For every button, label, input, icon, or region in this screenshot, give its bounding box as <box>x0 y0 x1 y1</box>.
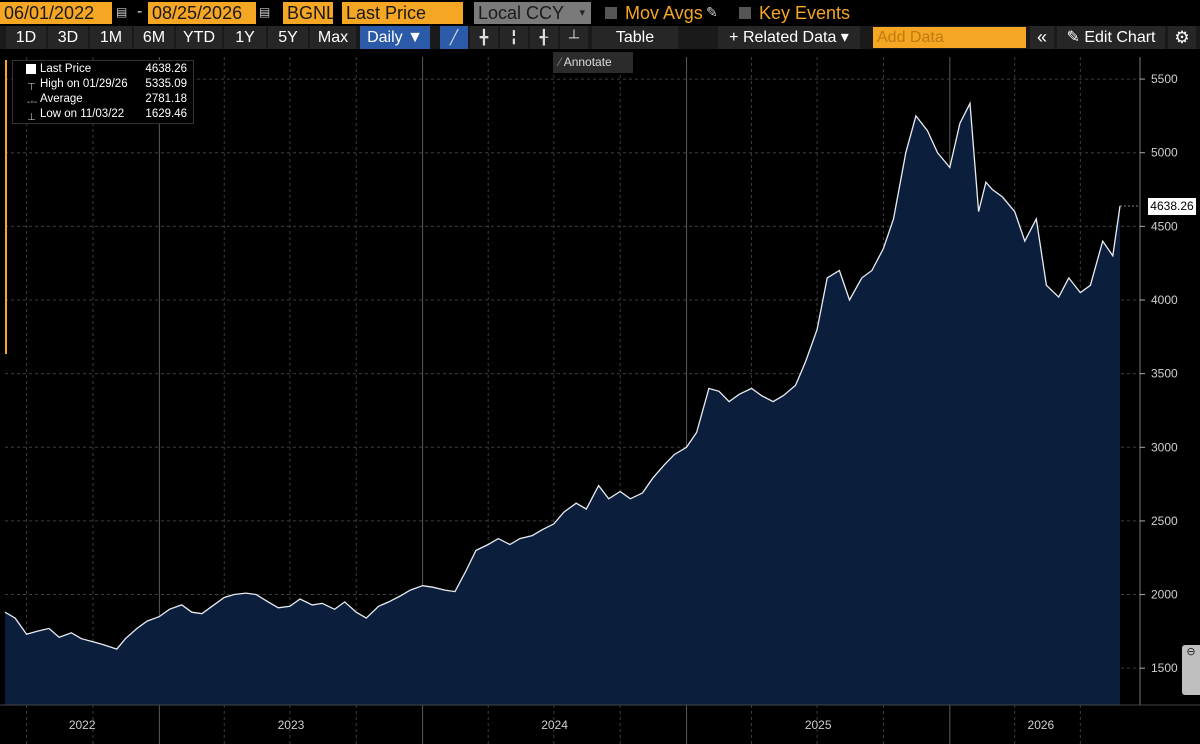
last-price-badge: 4638.26 <box>1148 198 1196 215</box>
currency-selector[interactable]: Local CCY ▾ <box>474 2 591 24</box>
x-tick-label: 2025 <box>805 718 832 732</box>
low-marker-icon: ⊥ <box>27 112 36 123</box>
frequency-dropdown[interactable]: Daily ▼ <box>360 26 430 49</box>
legend-last-price: Last Price 4638.26 <box>13 62 193 77</box>
pencil-icon: ✎ <box>1066 29 1080 46</box>
period-3d-button[interactable]: 3D <box>48 26 88 49</box>
y-tick-label: 5000 <box>1151 146 1178 160</box>
selection-marker <box>5 60 7 354</box>
y-tick-label: 3500 <box>1151 367 1178 381</box>
period-5y-button[interactable]: 5Y <box>268 26 308 49</box>
y-tick-label: 4500 <box>1151 219 1178 233</box>
line-chart-icon[interactable]: ╱ <box>440 26 468 49</box>
period-1m-button[interactable]: 1M <box>90 26 132 49</box>
mov-avgs-checkbox[interactable] <box>605 7 617 19</box>
crosshair-icon[interactable]: ┴ <box>560 26 588 49</box>
price-line <box>4 101 1121 650</box>
edit-chart-label: Edit Chart <box>1084 29 1156 46</box>
end-calendar-icon[interactable]: ▤ <box>259 5 271 19</box>
x-tick-label: 2024 <box>541 718 568 732</box>
period-1y-button[interactable]: 1Y <box>224 26 266 49</box>
ohlc-icon[interactable]: ╉ <box>530 26 558 49</box>
legend-low: ⊥ Low on 11/03/22 1629.46 <box>27 108 187 123</box>
scroll-tab[interactable]: ⊖ <box>1182 645 1200 695</box>
y-tick-label: 2000 <box>1151 588 1178 602</box>
candlestick-icon[interactable]: ╋ <box>470 26 498 49</box>
x-tick-label: 2026 <box>1028 718 1055 732</box>
gear-icon[interactable]: ⚙ <box>1168 26 1196 49</box>
y-tick-label: 5500 <box>1151 72 1178 86</box>
y-tick-label: 3000 <box>1151 440 1178 454</box>
y-tick-label: 1500 <box>1151 661 1178 675</box>
annotate-label: Annotate <box>563 55 612 69</box>
legend-high: ⊤ High on 01/29/26 5335.09 <box>27 78 187 93</box>
bar-chart-icon[interactable]: ╏ <box>500 26 528 49</box>
annotate-pencil-icon: ⁄ <box>559 55 562 69</box>
minus-circle-icon: ⊖ <box>1186 646 1196 658</box>
price-field-selector[interactable]: Last Price <box>342 2 463 24</box>
edit-chart-button[interactable]: ✎ Edit Chart <box>1057 26 1165 49</box>
key-events-label[interactable]: Key Events <box>759 3 851 23</box>
pencil-icon[interactable]: ✎ <box>706 4 718 20</box>
y-tick-label: 2500 <box>1151 514 1178 528</box>
related-data-button[interactable]: + Related Data ▾ <box>718 26 860 49</box>
collapse-panel-button[interactable]: « <box>1030 26 1054 49</box>
ticker-field[interactable]: BGNL <box>283 2 333 24</box>
period-max-button[interactable]: Max <box>310 26 356 49</box>
period-1d-button[interactable]: 1D <box>6 26 46 49</box>
chevron-down-icon: ▾ <box>579 7 585 19</box>
average-marker-icon: -◦- <box>27 97 38 108</box>
mov-avgs-label[interactable]: Mov Avgs <box>625 3 703 23</box>
legend-average: -◦- Average 2781.18 <box>27 93 187 108</box>
x-tick-label: 2023 <box>278 718 305 732</box>
price-chart[interactable]: 1500 2000 2500 3000 3500 4000 4500 5000 5500 2022… <box>0 49 1200 744</box>
currency-label: Local CCY <box>478 3 565 23</box>
date-range-separator: - <box>137 3 143 20</box>
price-area-fill <box>5 103 1120 705</box>
key-events-checkbox[interactable] <box>739 7 751 19</box>
series-swatch-icon <box>26 64 36 74</box>
start-date-field[interactable]: 06/01/2022 <box>0 2 112 24</box>
period-ytd-button[interactable]: YTD <box>176 26 222 49</box>
table-button[interactable]: Table <box>592 26 678 49</box>
x-tick-label: 2022 <box>69 718 96 732</box>
chart-legend: Last Price 4638.26 ⊤ High on 01/29/26 53… <box>12 60 194 124</box>
annotate-button[interactable]: ⁄ Annotate <box>553 52 633 73</box>
start-calendar-icon[interactable]: ▤ <box>116 5 128 19</box>
add-data-input[interactable]: Add Data <box>873 27 1026 48</box>
high-marker-icon: ⊤ <box>27 82 36 93</box>
end-date-field[interactable]: 08/25/2026 <box>148 2 256 24</box>
period-6m-button[interactable]: 6M <box>134 26 174 49</box>
y-tick-label: 4000 <box>1151 293 1178 307</box>
